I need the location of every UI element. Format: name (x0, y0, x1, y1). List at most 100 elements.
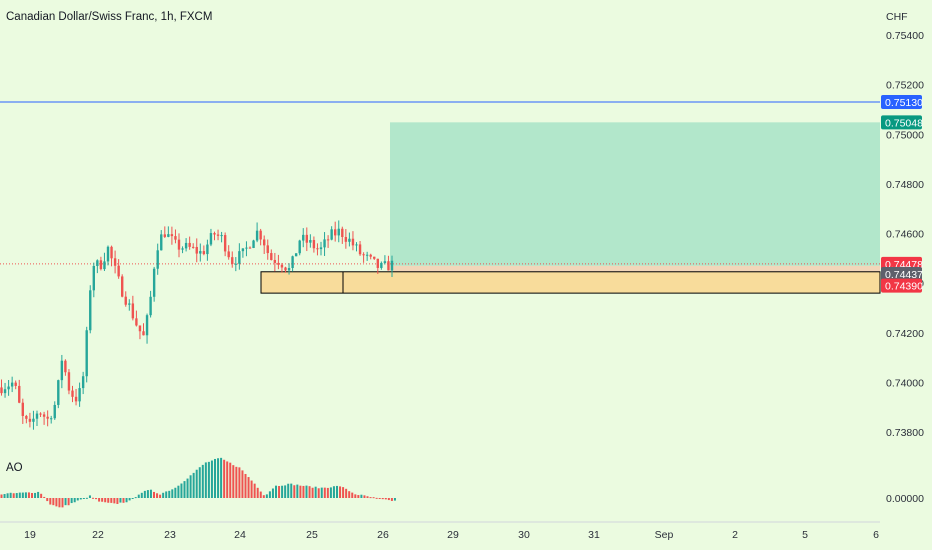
ao-bar (134, 497, 137, 499)
candle-body (216, 234, 220, 236)
candle-body (25, 415, 28, 419)
candle-body (245, 247, 248, 249)
ao-bar (113, 498, 116, 504)
candle-body (202, 251, 206, 255)
candle-body (358, 244, 362, 255)
candle-body (21, 402, 24, 416)
candle-body (103, 261, 106, 270)
ao-bar (189, 475, 192, 498)
candle-body (277, 262, 280, 265)
ao-bar (329, 487, 332, 498)
candle-body (18, 385, 21, 403)
price-axis[interactable]: 0.75400 0.75200 0.75000 0.74800 0.74600 0.744… (886, 30, 924, 439)
candle-body (0, 387, 3, 394)
ao-bar (238, 467, 241, 498)
time-axis[interactable]: 19 22 23 24 25 26 29 30 31 Sep 2 5 6 (24, 529, 879, 541)
candle-body (163, 234, 166, 237)
chart-title: Canadian Dollar/Swiss Franc, 1h, FXCM (6, 11, 212, 23)
ao-bar (232, 465, 235, 498)
candle-body (344, 236, 348, 242)
candle-body (323, 239, 326, 248)
ao-bar (95, 498, 98, 500)
candle-body (319, 247, 323, 250)
candle-body (138, 325, 142, 332)
ao-bar (348, 491, 351, 498)
ao-bar (24, 492, 27, 498)
ao-bar (79, 498, 82, 500)
ao-bar (369, 497, 372, 499)
candle-body (248, 247, 252, 249)
ao-bar (204, 462, 207, 498)
candle-body (373, 256, 376, 259)
ao-bar (159, 494, 162, 498)
ao-bar (12, 493, 15, 498)
ao-bar (15, 493, 18, 498)
candle-body (287, 268, 291, 271)
candle-body (92, 266, 95, 291)
target-zone[interactable] (390, 122, 880, 266)
ao-bar (363, 495, 366, 498)
ao-bar (146, 490, 149, 498)
ao-bar (0, 494, 3, 498)
candle-body (376, 258, 379, 268)
ao-bar (31, 492, 33, 498)
ao-bar (393, 498, 396, 501)
ao-bar (229, 462, 232, 498)
candle-body (280, 264, 284, 268)
time-tick-label: 24 (234, 529, 246, 541)
ao-bar (250, 480, 253, 498)
candle-body (355, 244, 358, 246)
candle-body (305, 234, 308, 243)
candle-body (291, 256, 294, 269)
ao-bar (207, 461, 210, 498)
candle-body (71, 390, 74, 397)
time-tick-label: Sep (655, 529, 674, 541)
candle-body (206, 244, 209, 255)
candle-body (57, 380, 60, 405)
candle-body (294, 253, 298, 257)
ao-bar (37, 491, 40, 498)
ao-bar (88, 495, 91, 498)
ao-bar (55, 498, 58, 507)
ao-bar (122, 498, 125, 503)
candle-body (213, 233, 216, 235)
candle-body (341, 228, 344, 237)
candle-body (32, 418, 35, 422)
ao-bar (275, 485, 277, 498)
candle-body (259, 230, 262, 240)
ao-bar (247, 477, 250, 498)
ao-bar (119, 498, 122, 503)
candles-group (0, 220, 394, 430)
ao-bar (153, 491, 155, 498)
take-profit-tag (881, 115, 922, 130)
candle-body (390, 260, 394, 271)
ao-bar (302, 485, 305, 498)
ao-bar (64, 498, 67, 506)
candle-body (167, 234, 170, 237)
candle-body (351, 238, 355, 246)
ao-bar (34, 492, 37, 498)
ao-bar (201, 464, 204, 498)
price-tick-label: 0.73800 (886, 427, 924, 439)
ao-bar (67, 498, 70, 506)
candle-body (106, 246, 110, 262)
ao-bar (46, 498, 49, 502)
candle-body (241, 248, 245, 252)
ao-bar (49, 498, 52, 505)
candle-body (142, 331, 145, 336)
ao-bar (345, 488, 348, 498)
ao-bar (342, 487, 345, 498)
ao-bar (241, 470, 244, 498)
ao-bar (85, 497, 88, 499)
ao-bar (305, 485, 308, 498)
candle-body (81, 376, 85, 389)
ao-bar (156, 493, 159, 498)
candle-body (10, 382, 14, 387)
candle-body (3, 389, 7, 394)
time-tick-label: 25 (306, 529, 318, 541)
candle-body (220, 235, 223, 237)
ao-bar (18, 492, 21, 498)
candle-body (121, 276, 124, 297)
demand-zone-rect[interactable] (260, 271, 881, 294)
